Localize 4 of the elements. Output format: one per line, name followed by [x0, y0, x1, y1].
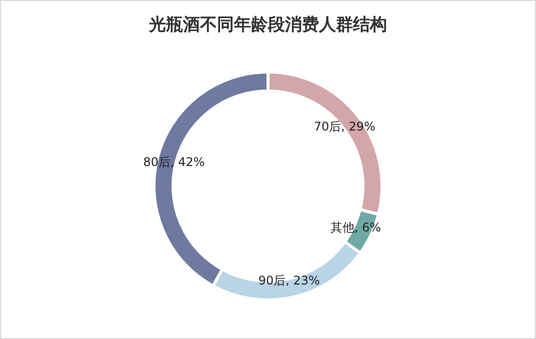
chart-title: 光瓶酒不同年龄段消费人群结构 — [148, 15, 387, 35]
slice-label: 90后, 23% — [258, 274, 320, 288]
slice-label: 70后, 29% — [314, 120, 376, 134]
slice-label: 80后, 42% — [143, 154, 205, 169]
